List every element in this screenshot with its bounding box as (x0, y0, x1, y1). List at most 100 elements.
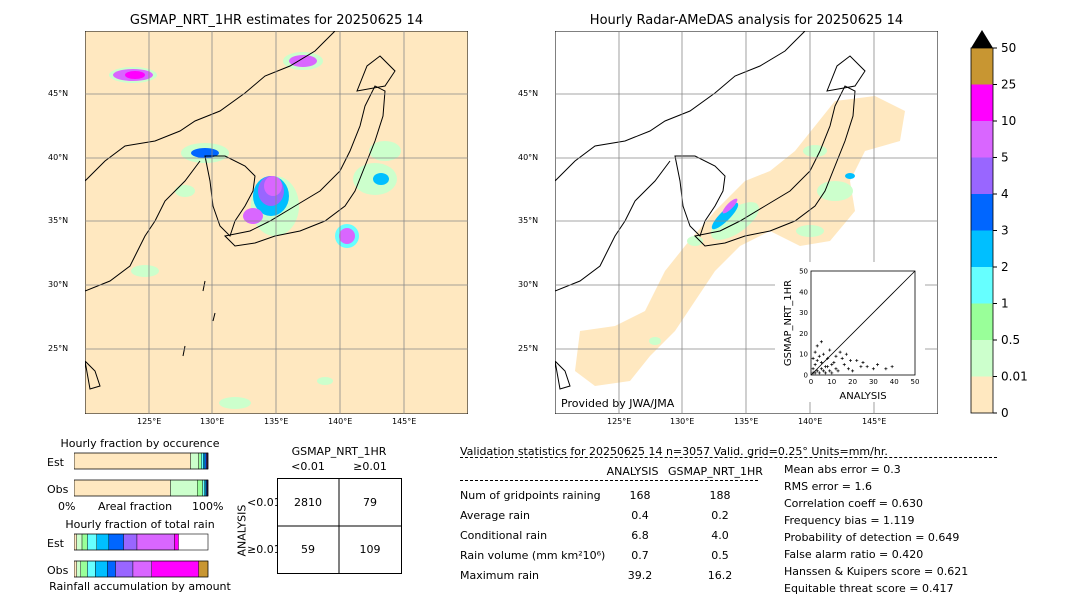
score-mae: Mean abs error = 0.3 (784, 463, 901, 476)
scatter-point (849, 358, 853, 362)
map1-lon-140: 140°E (328, 417, 353, 426)
map1-lat-25: 25°N (48, 344, 69, 353)
val-row4-a: 39.2 (627, 569, 653, 582)
tot-bar-segment (151, 560, 199, 578)
val-row0-g: 188 (709, 489, 731, 502)
occ-bar-segment (198, 452, 202, 470)
cont-row-ge: ≥0.01 (247, 543, 281, 556)
scatter-point (842, 363, 846, 367)
map1-lon-125: 125°E (137, 417, 162, 426)
val-row1-label: Average rain (460, 509, 530, 522)
map2-lon-125: 125°E (607, 417, 632, 426)
scatter-point (838, 350, 842, 354)
map2-title: Hourly Radar-AMeDAS analysis for 2025062… (589, 13, 904, 28)
tot-bar-segment (198, 560, 209, 578)
cont-cell-01: 79 (363, 496, 377, 509)
val-col-rule (460, 480, 758, 481)
scatter-xtick: 20 (848, 378, 857, 386)
occ-tick-100: 100% (192, 500, 224, 513)
scatter-point (834, 367, 838, 371)
scatter-ytick: 40 (799, 288, 808, 296)
scatter-point (821, 369, 825, 373)
scatter-point (819, 361, 823, 365)
scatter-point (861, 361, 865, 365)
cont-cell-11: 109 (359, 543, 381, 556)
cont-cell-10: 59 (301, 543, 315, 556)
colorbar-segment (971, 340, 993, 377)
scatter-points (811, 340, 894, 375)
occ-bar-segment (74, 479, 171, 497)
tot-bar-segment (81, 533, 88, 551)
scatter-point (859, 365, 863, 369)
val-row4-g: 16.2 (707, 569, 733, 582)
map2-credit: Provided by JWA/JMA (561, 397, 675, 410)
scatter-point (855, 358, 859, 362)
val-col-gsmap: GSMAP_NRT_1HR (668, 465, 763, 478)
occ-bar-segment (74, 452, 191, 470)
scatter-point (821, 352, 825, 356)
scatter-ytick: 10 (799, 351, 808, 359)
occ-bar-segment (203, 452, 206, 470)
occ-bar-segment (170, 479, 198, 497)
scatter-point (819, 367, 823, 371)
val-row1-g: 0.2 (711, 509, 729, 522)
tot-bar-segment (136, 533, 175, 551)
cont-title: GSMAP_NRT_1HR (291, 445, 387, 458)
cont-col-ge: ≥0.01 (353, 460, 387, 473)
colorbar-segment (971, 194, 993, 231)
map2-lon-130: 130°E (670, 417, 695, 426)
map2-lat-40: 40°N (518, 153, 539, 162)
scatter-point (826, 356, 830, 360)
occ-bar-frame (74, 479, 209, 497)
scatter-inset: 00 10 10 20 20 30 30 40 40 50 50 ANALYSIS GSMAP_NR… (775, 262, 925, 402)
val-row0-label: Num of gridpoints raining (460, 489, 601, 502)
map1-coastline (85, 31, 396, 390)
tot-bar-segment (96, 533, 110, 551)
val-row3-g: 0.5 (711, 549, 729, 562)
val-row3-label: Rain volume (mm km²10⁶) (460, 549, 606, 562)
occ-bar-segment (197, 479, 203, 497)
scatter-point (834, 354, 838, 358)
tot-bar-segment (74, 560, 77, 578)
scatter-point (832, 361, 836, 365)
scatter-point (851, 369, 855, 373)
colorbar-segment (971, 303, 993, 340)
tot-est-label: Est (47, 537, 64, 550)
scatter-ylabel: GSMAP_NRT_1HR (783, 280, 794, 366)
val-col-analysis: ANALYSIS (606, 465, 659, 478)
occ-title: Hourly fraction by occurence (60, 437, 220, 450)
occ-bar-frame (74, 452, 209, 470)
scatter-point (811, 356, 815, 360)
tot-bar-segment (174, 533, 179, 551)
map1-title: GSMAP_NRT_1HR estimates for 20250625 14 (129, 13, 424, 28)
scatter-point (884, 367, 888, 371)
colorbar-label: 2 (1001, 260, 1009, 274)
map2-lat-35: 35°N (518, 216, 539, 225)
map1-panel (85, 31, 468, 414)
scatter-xtick: 0 (809, 378, 813, 386)
map2-coverage (575, 96, 905, 386)
colorbar-segment (971, 157, 993, 194)
scatter-point (815, 358, 819, 362)
score-hk: Hanssen & Kuipers score = 0.621 (784, 565, 969, 578)
scatter-ytick: 20 (799, 330, 808, 338)
val-row2-a: 6.8 (631, 529, 649, 542)
tot-bar-segment (87, 560, 96, 578)
colorbar-label: 5 (1001, 151, 1009, 165)
occ-obs-label: Obs (47, 483, 69, 496)
scatter-point (815, 344, 819, 348)
colorbar-segment (971, 48, 993, 85)
map1-lon-135: 135°E (264, 417, 289, 426)
score-rmse: RMS error = 1.6 (784, 480, 872, 493)
scatter-xtick: 10 (827, 378, 836, 386)
map1-lat-40: 40°N (48, 153, 69, 162)
score-far: False alarm ratio = 0.420 (784, 548, 924, 561)
tot-bar-segment (76, 533, 83, 551)
scatter-ticks: 00 10 10 20 20 30 30 40 40 50 50 (799, 268, 919, 387)
map2-lon-145: 145°E (862, 417, 887, 426)
val-row0-a: 168 (629, 489, 651, 502)
val-header-rule (460, 457, 997, 458)
scatter-point (813, 371, 817, 375)
tot-bar-segment (87, 533, 97, 551)
val-row3-a: 0.7 (631, 549, 649, 562)
